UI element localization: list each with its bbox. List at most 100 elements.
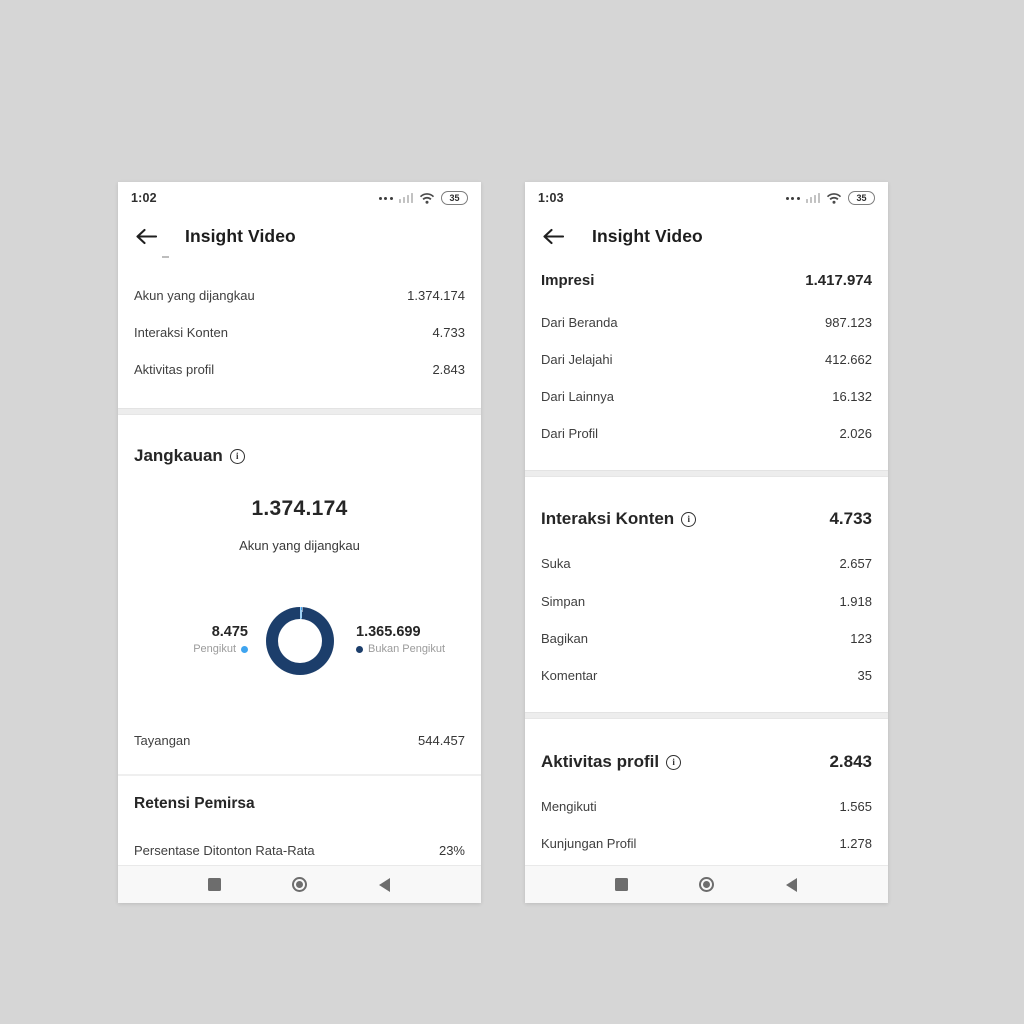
recent-apps-button[interactable]	[610, 873, 634, 897]
row-value: 2.843	[432, 361, 465, 377]
row-label: Akun yang dijangkau	[134, 287, 255, 303]
row-value: 1.918	[839, 593, 872, 609]
section-value: 1.417.974	[805, 271, 872, 289]
back-triangle-icon	[379, 877, 390, 892]
page-title: Insight Video	[592, 225, 703, 246]
wifi-icon	[419, 193, 435, 204]
row-label: Dari Profil	[541, 425, 599, 441]
row-value: 987.123	[825, 314, 872, 330]
clock: 1:02	[131, 191, 157, 205]
section-value: 4.733	[829, 509, 872, 528]
followers-stat: 8.475 Pengikut	[128, 624, 248, 655]
row-label: Bagikan	[541, 630, 588, 646]
reach-donut	[266, 607, 334, 675]
scroll-artifact	[162, 256, 169, 258]
clock: 1:03	[538, 191, 564, 205]
status-bar: 1:03 35	[525, 189, 888, 207]
section-divider	[525, 712, 888, 719]
back-button[interactable]	[134, 224, 158, 248]
back-nav-button[interactable]	[373, 873, 397, 897]
info-icon[interactable]	[681, 511, 697, 527]
row-value: 23%	[438, 842, 465, 858]
non-followers-stat: 1.365.699 Bukan Pengikut	[356, 624, 445, 655]
recent-apps-icon	[615, 878, 628, 891]
row-label: Persentase Ditonton Rata-Rata	[134, 842, 315, 858]
phone-screenshot-left: 1:02 35 Insight Video Akun yang dijangka…	[118, 182, 481, 903]
non-followers-label: Bukan Pengikut	[368, 643, 446, 655]
row-label: Aktivitas profil	[134, 361, 215, 377]
row-value: 2.657	[839, 555, 872, 571]
home-button[interactable]	[288, 873, 312, 897]
battery-icon: 35	[441, 191, 468, 205]
row-value: 1.374.174	[407, 287, 465, 303]
row-value: 544.457	[418, 732, 465, 748]
info-icon[interactable]	[229, 448, 245, 464]
row-label: Kunjungan Profil	[541, 835, 637, 851]
app-header: Insight Video	[134, 220, 465, 252]
row-value: 412.662	[825, 351, 872, 367]
row-label: Interaksi Konten	[134, 324, 228, 340]
non-followers-dot	[356, 645, 363, 653]
impresi-row: Dari Profil 2.026	[541, 424, 872, 442]
aktivitas-section-header: Aktivitas profil 2.843	[541, 750, 872, 774]
impresi-row: Dari Beranda 987.123	[541, 313, 872, 331]
row-value: 1.565	[839, 798, 872, 814]
recent-apps-button[interactable]	[203, 873, 227, 897]
section-heading: Interaksi Konten	[541, 509, 675, 528]
section-divider	[525, 470, 888, 477]
phone-screenshot-right: 1:03 35 Insight Video Impresi 1.417.974 …	[525, 182, 888, 903]
back-button[interactable]	[541, 224, 565, 248]
jangkauan-section-header: Jangkauan	[134, 444, 465, 468]
reach-caption: Akun yang dijangkau	[239, 538, 360, 553]
notification-dots-icon	[378, 196, 393, 200]
row-label: Dari Lainnya	[541, 388, 614, 404]
arrow-left-icon	[136, 228, 157, 244]
tayangan-row: Tayangan 544.457	[134, 731, 465, 749]
row-label: Simpan	[541, 593, 586, 609]
notification-dots-icon	[785, 196, 800, 200]
row-value: 35	[857, 667, 872, 683]
aktivitas-row: Kunjungan Profil 1.278	[541, 834, 872, 852]
impresi-row: Dari Jelajahi 412.662	[541, 350, 872, 368]
home-button[interactable]	[695, 873, 719, 897]
impresi-section-header: Impresi 1.417.974	[541, 270, 872, 290]
section-heading: Aktivitas profil	[541, 752, 660, 771]
divider-line	[118, 774, 481, 776]
row-value: 123	[850, 630, 872, 646]
row-label: Komentar	[541, 667, 598, 683]
interaksi-row: Suka 2.657	[541, 554, 872, 572]
signal-icon	[805, 193, 820, 203]
section-heading: Jangkauan	[134, 446, 223, 465]
section-heading: Impresi	[541, 271, 595, 289]
android-nav-bar	[118, 865, 481, 903]
impresi-row: Dari Lainnya 16.132	[541, 387, 872, 405]
back-nav-button[interactable]	[780, 873, 804, 897]
followers-count: 8.475	[211, 624, 248, 640]
row-label: Dari Jelajahi	[541, 351, 613, 367]
section-value: 2.843	[829, 752, 872, 771]
app-header: Insight Video	[541, 220, 872, 252]
row-value: 4.733	[432, 324, 465, 340]
summary-row: Akun yang dijangkau 1.374.174	[134, 286, 465, 304]
row-label: Dari Beranda	[541, 314, 618, 330]
aktivitas-row: Mengikuti 1.565	[541, 797, 872, 815]
status-bar: 1:02 35	[118, 189, 481, 207]
page-title: Insight Video	[185, 225, 296, 246]
android-nav-bar	[525, 865, 888, 903]
interaksi-row: Komentar 35	[541, 666, 872, 684]
wifi-icon	[826, 193, 842, 204]
info-icon[interactable]	[666, 754, 682, 770]
followers-dot	[241, 645, 248, 653]
home-icon	[699, 877, 714, 892]
row-value: 16.132	[832, 388, 872, 404]
reach-total: 1.374.174	[251, 497, 348, 520]
non-followers-count: 1.365.699	[356, 624, 421, 640]
recent-apps-icon	[208, 878, 221, 891]
row-label: Suka	[541, 555, 571, 571]
row-label: Tayangan	[134, 732, 191, 748]
retensi-row: Persentase Ditonton Rata-Rata 23%	[134, 841, 465, 859]
followers-label: Pengikut	[193, 643, 236, 655]
home-icon	[292, 877, 307, 892]
summary-row: Aktivitas profil 2.843	[134, 360, 465, 378]
row-value: 1.278	[839, 835, 872, 851]
